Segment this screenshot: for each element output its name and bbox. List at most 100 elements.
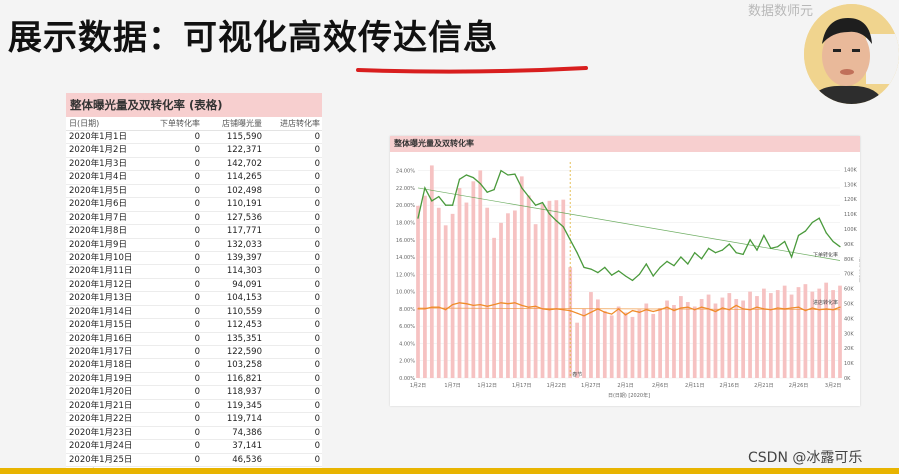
series-point[interactable] (777, 246, 779, 248)
series-point[interactable] (479, 303, 481, 306)
series-point[interactable] (424, 308, 426, 310)
series-point[interactable] (514, 302, 516, 304)
table-row[interactable]: 2020年1月18日 0 103,258 0 (66, 359, 322, 373)
series-point[interactable] (458, 302, 461, 304)
exposure-bar[interactable] (630, 316, 635, 378)
series-point[interactable] (451, 303, 454, 306)
table-row[interactable]: 2020年1月25日 0 46,536 0 (66, 454, 322, 467)
exposure-bar[interactable] (831, 290, 835, 378)
series-point[interactable] (624, 275, 627, 277)
series-point[interactable] (645, 309, 647, 311)
table-row[interactable]: 2020年1月22日 0 119,714 0 (66, 413, 322, 427)
series-point[interactable] (784, 240, 786, 243)
series-point[interactable] (472, 176, 474, 179)
table-row[interactable]: 2020年1月15日 0 112,453 0 (66, 319, 322, 333)
series-point[interactable] (659, 266, 661, 269)
exposure-bar[interactable] (526, 195, 531, 378)
series-point[interactable] (832, 240, 834, 243)
exposure-bar[interactable] (506, 213, 510, 378)
series-point[interactable] (638, 311, 640, 313)
series-point[interactable] (694, 309, 696, 311)
series-point[interactable] (839, 246, 841, 248)
series-point[interactable] (562, 309, 564, 311)
exposure-bar[interactable] (457, 188, 462, 378)
series-point[interactable] (811, 307, 813, 309)
series-point[interactable] (576, 312, 578, 314)
exposure-bar[interactable] (450, 213, 455, 378)
series-point[interactable] (742, 308, 744, 310)
exposure-bar[interactable] (547, 200, 552, 378)
exposure-bar[interactable] (499, 222, 503, 378)
series-point[interactable] (597, 308, 599, 310)
series-point[interactable] (728, 243, 730, 245)
series-point[interactable] (548, 213, 551, 215)
series-point[interactable] (521, 187, 523, 189)
exposure-bar[interactable] (644, 303, 649, 378)
series-point[interactable] (465, 174, 468, 176)
series-point[interactable] (514, 173, 516, 175)
table-row[interactable]: 2020年1月12日 0 94,091 0 (66, 279, 322, 293)
series-point[interactable] (569, 310, 571, 312)
series-point[interactable] (707, 247, 710, 249)
series-point[interactable] (735, 304, 737, 307)
exposure-bar[interactable] (748, 291, 752, 378)
series-point[interactable] (486, 191, 488, 193)
exposure-bar[interactable] (589, 292, 593, 378)
table-row[interactable]: 2020年1月19日 0 116,821 0 (66, 373, 322, 387)
exposure-bar[interactable] (734, 299, 739, 378)
series-point[interactable] (825, 308, 827, 310)
exposure-bar[interactable] (519, 176, 524, 378)
series-point[interactable] (756, 249, 758, 251)
exposure-bar[interactable] (423, 195, 427, 378)
exposure-bar[interactable] (554, 200, 559, 378)
series-point[interactable] (528, 195, 530, 198)
exposure-bar[interactable] (609, 315, 614, 378)
series-point[interactable] (445, 309, 447, 311)
series-point[interactable] (431, 200, 433, 202)
series-point[interactable] (507, 174, 509, 176)
series-point[interactable] (721, 249, 723, 251)
series-point[interactable] (770, 247, 772, 249)
series-point[interactable] (756, 306, 758, 308)
exposure-bar[interactable] (485, 207, 490, 378)
table-row[interactable]: 2020年1月24日 0 37,141 0 (66, 440, 322, 454)
table-row[interactable]: 2020年1月4日 0 114,265 0 (66, 171, 322, 185)
exposure-bar[interactable] (789, 294, 794, 378)
series-point[interactable] (742, 253, 744, 256)
table-row[interactable]: 2020年1月5日 0 102,498 0 (66, 185, 322, 199)
series-point[interactable] (562, 226, 564, 228)
table-row[interactable]: 2020年1月14日 0 110,559 0 (66, 306, 322, 320)
series-point[interactable] (438, 195, 440, 198)
series-point[interactable] (618, 270, 620, 272)
exposure-bar[interactable] (665, 300, 669, 378)
table-row[interactable]: 2020年1月2日 0 122,371 0 (66, 144, 322, 158)
series-point[interactable] (583, 315, 585, 317)
series-point[interactable] (749, 239, 751, 241)
exposure-bar[interactable] (706, 294, 711, 378)
series-point[interactable] (797, 306, 800, 308)
series-point[interactable] (784, 308, 786, 310)
exposure-bar[interactable] (464, 202, 469, 378)
series-point[interactable] (818, 309, 820, 311)
series-point[interactable] (507, 303, 509, 305)
exposure-bar[interactable] (672, 305, 676, 378)
series-point[interactable] (541, 202, 544, 204)
header-exposure[interactable]: 店铺曝光量 (222, 119, 262, 128)
exposure-bar[interactable] (810, 291, 815, 378)
table-row[interactable]: 2020年1月17日 0 122,590 0 (66, 346, 322, 360)
exposure-bar[interactable] (575, 322, 579, 378)
header-order-rate[interactable]: 下单转化率 (160, 119, 200, 128)
series-point[interactable] (749, 309, 751, 311)
exposure-bar[interactable] (651, 313, 656, 378)
series-point[interactable] (438, 306, 440, 308)
exposure-bar[interactable] (637, 309, 642, 378)
series-point[interactable] (486, 305, 488, 307)
series-point[interactable] (825, 232, 827, 234)
table-row[interactable]: 2020年1月21日 0 119,345 0 (66, 400, 322, 414)
series-point[interactable] (631, 310, 634, 312)
exposure-bar[interactable] (755, 296, 759, 378)
series-point[interactable] (701, 306, 703, 308)
series-point[interactable] (763, 234, 765, 237)
exposure-bar[interactable] (762, 288, 766, 378)
series-point[interactable] (728, 309, 730, 311)
